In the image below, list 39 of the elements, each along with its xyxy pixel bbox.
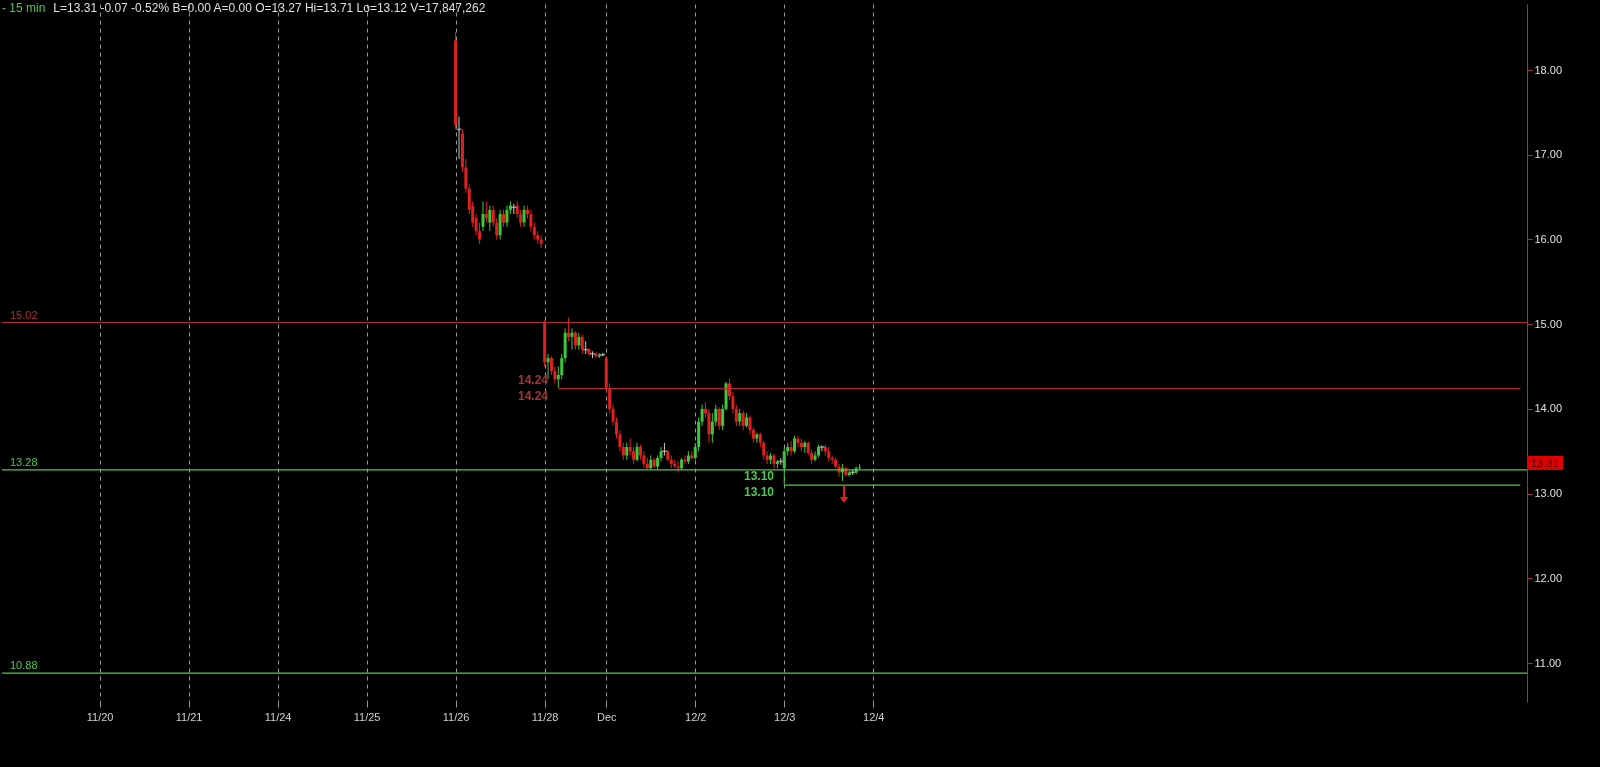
chart-title: - 15 min — [2, 1, 46, 15]
candlestick — [529, 209, 533, 232]
candlestick — [567, 316, 571, 342]
candlestick — [488, 205, 492, 232]
text: 13.31 — [1527, 456, 1563, 471]
y-tick-label: 13.00 — [1534, 487, 1563, 500]
candlestick — [819, 444, 825, 452]
y-tick-label: 17.00 — [1534, 148, 1563, 161]
y-tick-label: 12.00 — [1534, 571, 1563, 584]
candlestick — [717, 406, 721, 431]
x-tick-label: 11/28 — [531, 710, 559, 723]
annotation: 14.24 — [518, 388, 549, 403]
y-tick-label: 18.00 — [1534, 63, 1563, 76]
y-tick-label: 16.00 — [1534, 232, 1563, 245]
x-tick-label: 11/26 — [442, 710, 470, 723]
x-tick-label: 11/25 — [353, 710, 381, 723]
y-tick-label: 15.00 — [1534, 317, 1563, 330]
x-tick-label: Dec — [596, 710, 618, 723]
candlestick — [484, 200, 488, 224]
annotation: 14.24 — [518, 372, 549, 387]
y-tick-label: 14.00 — [1534, 402, 1563, 415]
ref-line-label: 15.02 — [10, 308, 38, 321]
x-tick-label: 11/20 — [86, 710, 114, 723]
chart-subtitle: L=13.31 -0.07 -0.52% B=0.00 A=0.00 O=13.27 Hi=13.71 Lo=13.12 V=17,847,262 — [53, 1, 486, 15]
ref-line-label: 13.28 — [10, 455, 38, 468]
candlestick — [796, 435, 800, 448]
annotation: 13.10 — [743, 469, 775, 484]
x-tick-label: 11/21 — [175, 710, 203, 723]
candlestick — [573, 330, 577, 351]
x-tick-label: 12/3 — [774, 710, 796, 723]
candlestick — [755, 432, 759, 444]
candlestick — [570, 327, 574, 351]
x-tick-label: 12/4 — [863, 710, 885, 723]
y-tick-label: 11.00 — [1534, 656, 1562, 669]
x-tick-label: 11/24 — [264, 710, 292, 723]
ref-line-label: 10.88 — [10, 659, 38, 672]
candlestick — [498, 209, 502, 240]
annotation: 13.10 — [743, 485, 775, 500]
x-tick-label: 12/2 — [685, 710, 707, 723]
